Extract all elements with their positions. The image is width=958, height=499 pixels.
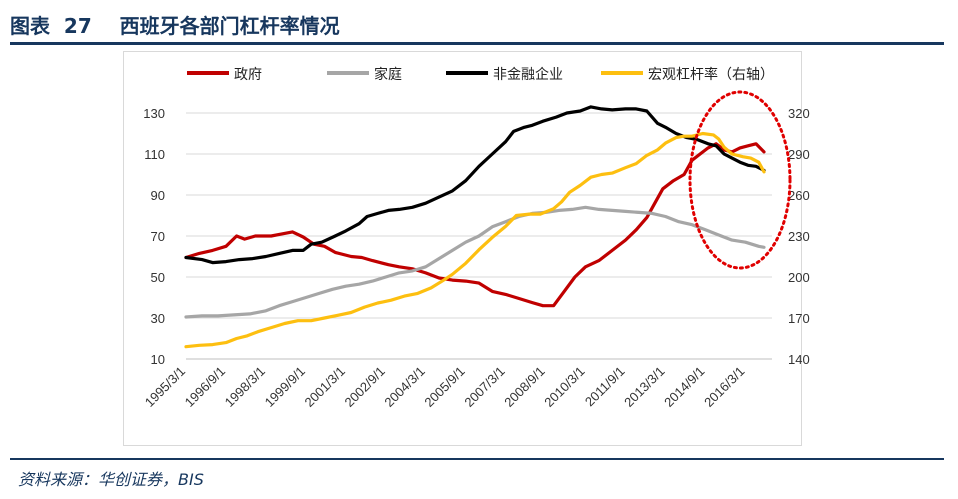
left-tick-label: 30 bbox=[151, 311, 165, 326]
left-tick-label: 110 bbox=[144, 147, 165, 162]
series-line bbox=[184, 142, 766, 308]
header-rule bbox=[10, 42, 944, 45]
legend-label: 政府 bbox=[234, 67, 262, 83]
left-tick-label: 50 bbox=[151, 270, 165, 285]
highlight-ellipse bbox=[688, 90, 792, 270]
x-tick-label: 2010/3/1 bbox=[541, 364, 587, 410]
series-line bbox=[184, 131, 766, 349]
x-axis-ticks: 1995/3/11996/9/11998/3/11999/9/12001/3/1… bbox=[142, 364, 748, 410]
x-tick-label: 2016/3/1 bbox=[701, 364, 747, 410]
left-tick-label: 70 bbox=[151, 229, 165, 244]
legend-label: 宏观杠杆率（右轴） bbox=[648, 66, 774, 83]
x-tick-label: 2004/3/1 bbox=[381, 364, 427, 410]
series-line bbox=[184, 205, 766, 319]
right-tick-label: 260 bbox=[788, 188, 810, 203]
x-tick-label: 2002/9/1 bbox=[342, 364, 388, 410]
right-tick-label: 170 bbox=[788, 311, 810, 326]
series-line bbox=[184, 105, 766, 265]
right-tick-label: 200 bbox=[788, 270, 810, 285]
right-axis-ticks: 140 170 200 230 260 290 320 bbox=[788, 106, 810, 367]
x-tick-label: 2008/9/1 bbox=[501, 364, 547, 410]
x-tick-label: 2011/9/1 bbox=[582, 364, 628, 410]
x-tick-label: 2005/9/1 bbox=[421, 364, 467, 410]
right-tick-label: 140 bbox=[788, 352, 810, 367]
right-tick-label: 230 bbox=[788, 229, 810, 244]
footer-rule bbox=[10, 458, 944, 460]
right-tick-label: 290 bbox=[788, 147, 810, 162]
left-tick-label: 90 bbox=[151, 188, 165, 203]
legend-label: 家庭 bbox=[374, 66, 402, 83]
right-tick-label: 320 bbox=[788, 106, 810, 121]
left-axis-ticks: 10 30 50 70 90 110 130 bbox=[143, 106, 165, 367]
source-note: 资料来源：华创证券，BIS bbox=[18, 470, 204, 489]
grid-lines bbox=[186, 112, 772, 360]
legend: 政府 家庭 非金融企业 宏观杠杆率（右轴） bbox=[187, 66, 774, 83]
x-tick-label: 1999/9/1 bbox=[262, 364, 308, 410]
left-tick-label: 10 bbox=[151, 352, 165, 367]
x-tick-label: 1995/3/1 bbox=[142, 364, 188, 410]
chart-frame bbox=[123, 51, 802, 446]
legend-label: 非金融企业 bbox=[493, 66, 563, 83]
x-tick-label: 2007/3/1 bbox=[461, 364, 507, 410]
figure-title: 图表 27 西班牙各部门杠杆率情况 bbox=[10, 14, 340, 38]
x-tick-label: 2014/9/1 bbox=[661, 364, 707, 410]
figure-header: 图表 27 西班牙各部门杠杆率情况 bbox=[0, 0, 958, 44]
x-tick-label: 1996/9/1 bbox=[182, 364, 228, 410]
x-tick-label: 1998/3/1 bbox=[222, 364, 268, 410]
series-lines bbox=[184, 105, 766, 349]
x-tick-label: 2013/3/1 bbox=[621, 364, 667, 410]
x-tick-label: 2001/3/1 bbox=[302, 364, 348, 410]
left-tick-label: 130 bbox=[143, 106, 165, 121]
